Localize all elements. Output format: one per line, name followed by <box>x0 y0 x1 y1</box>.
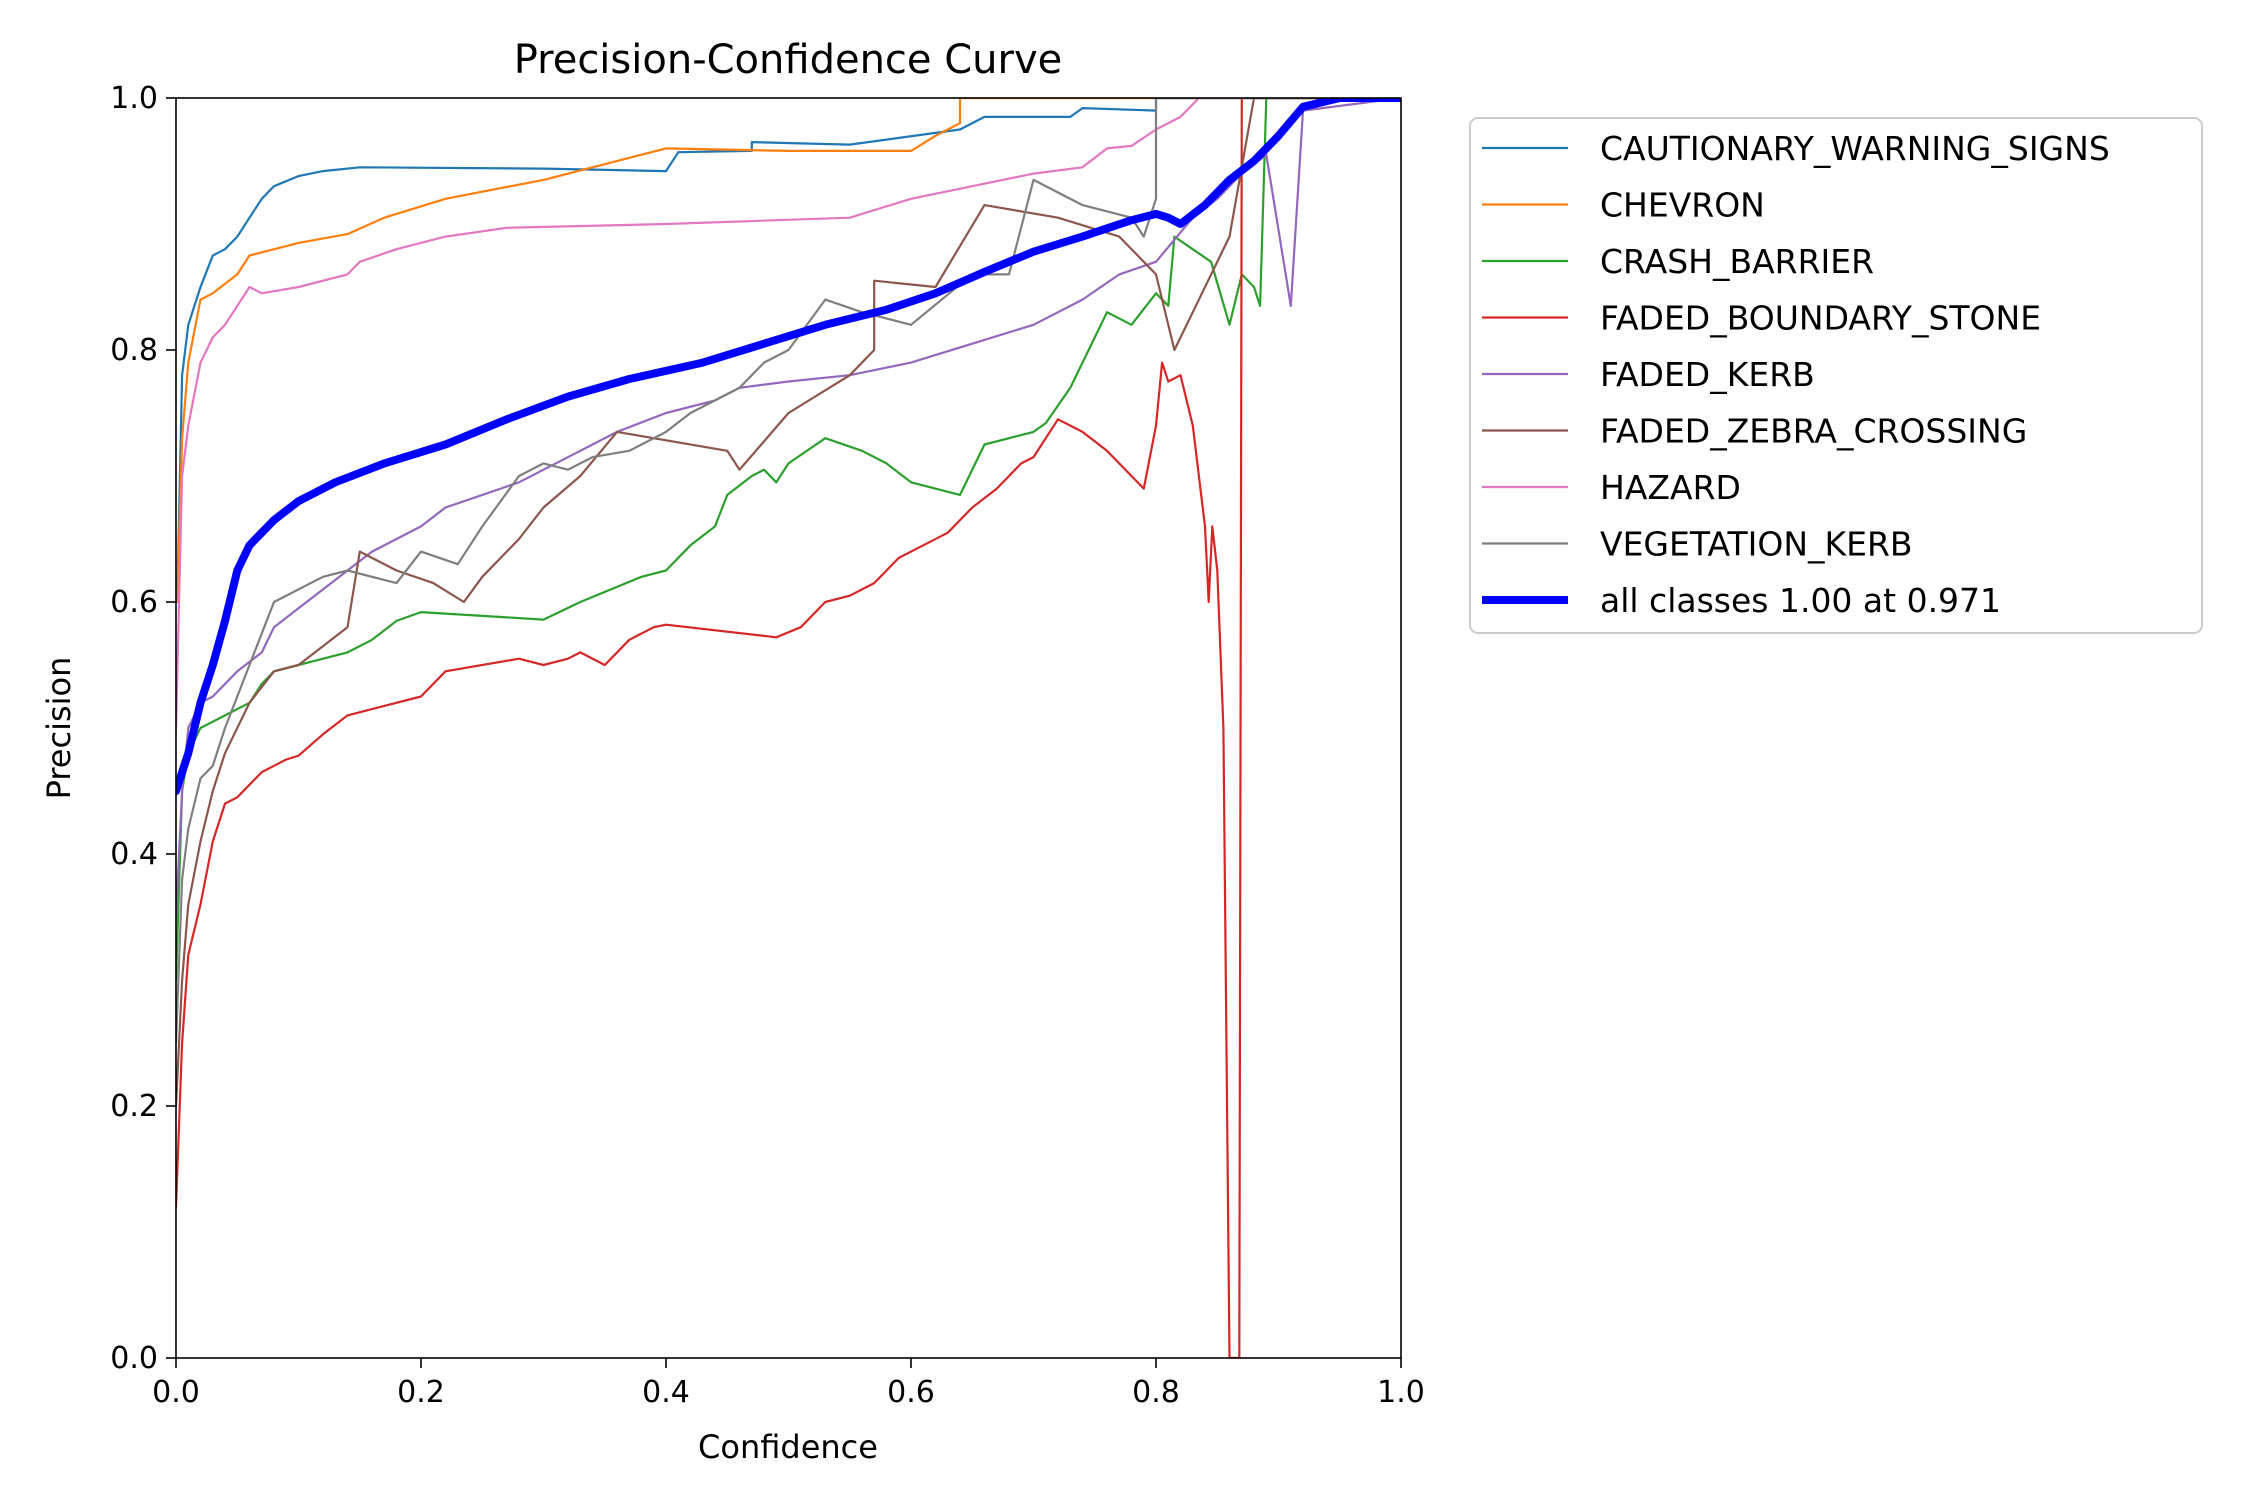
legend-label: VEGETATION_KERB <box>1600 525 1913 564</box>
legend-label: FADED_KERB <box>1600 355 1815 394</box>
x-axis-label: Confidence <box>698 1428 878 1466</box>
series-line-hazard <box>176 98 1401 730</box>
legend-label: all classes 1.00 at 0.971 <box>1600 581 2001 620</box>
legend-frame <box>1469 117 2203 634</box>
y-tick-label: 0.6 <box>110 585 158 620</box>
x-tick-label: 1.0 <box>1377 1375 1425 1410</box>
series-line-faded-zebra-crossing <box>176 98 1401 1108</box>
series-line-vegetation-kerb <box>176 98 1401 1045</box>
x-tick-label: 0.2 <box>397 1375 445 1410</box>
series-line-all-classes-1-00-at-0-971 <box>176 98 1401 795</box>
y-tick-label: 0.0 <box>110 1341 158 1376</box>
chart-title: Precision-Confidence Curve <box>514 37 1063 83</box>
plot-frame <box>175 97 1402 1359</box>
y-tick-label: 0.8 <box>110 333 158 368</box>
series-line-faded-kerb <box>176 98 1401 919</box>
legend-label: FADED_BOUNDARY_STONE <box>1600 299 2041 338</box>
y-tick-label: 0.4 <box>110 837 158 872</box>
y-axis-ticks: 0.0 0.2 0.4 0.6 0.8 1.0 <box>110 81 176 1376</box>
series-layer <box>176 98 1401 1358</box>
x-tick-label: 0.4 <box>642 1375 690 1410</box>
legend-label: FADED_ZEBRA_CROSSING <box>1600 412 2027 451</box>
y-tick-label: 1.0 <box>110 81 158 116</box>
legend-label: CHEVRON <box>1600 186 1765 225</box>
legend-label: HAZARD <box>1600 468 1741 507</box>
series-line-cautionary-warning-signs <box>176 98 1401 604</box>
legend: CAUTIONARY_WARNING_SIGNS CHEVRON CRASH_BAR… <box>1469 117 2203 634</box>
series-line-chevron <box>176 98 1401 604</box>
legend-label: CRASH_BARRIER <box>1600 242 1874 281</box>
series-line-faded-boundary-stone <box>176 98 1401 1358</box>
x-axis-ticks: 0.0 0.2 0.4 0.6 0.8 1.0 <box>152 1358 1425 1410</box>
x-tick-label: 0.8 <box>1132 1375 1180 1410</box>
y-tick-label: 0.2 <box>110 1089 158 1124</box>
x-tick-label: 0.0 <box>152 1375 200 1410</box>
legend-label: CAUTIONARY_WARNING_SIGNS <box>1600 129 2110 168</box>
y-axis-label: Precision <box>40 657 78 800</box>
x-tick-label: 0.6 <box>887 1375 935 1410</box>
